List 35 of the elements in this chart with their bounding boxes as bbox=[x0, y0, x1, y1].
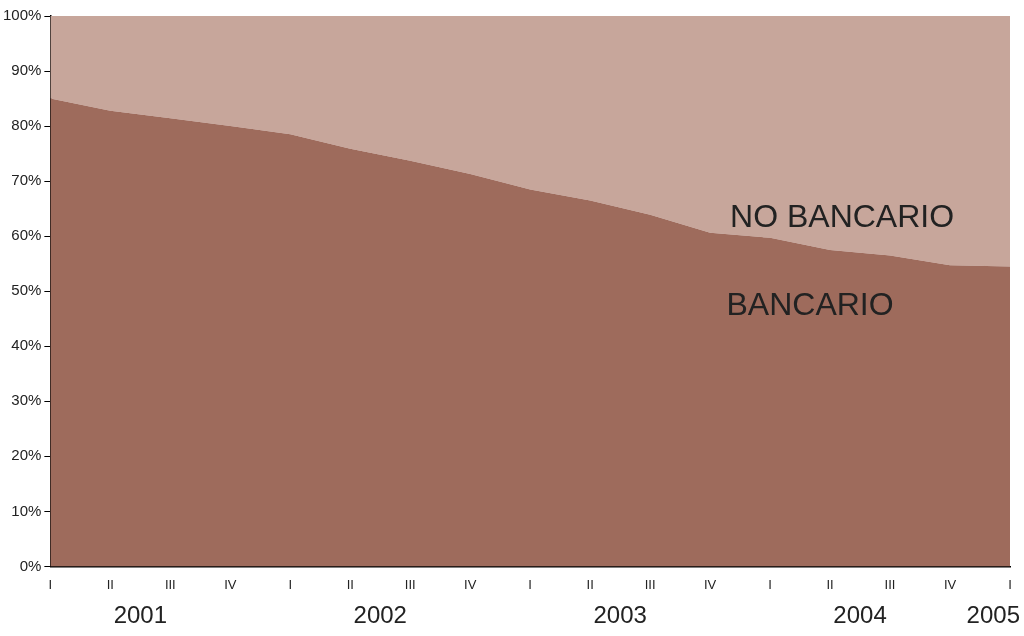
x-tick-label: III bbox=[164, 576, 176, 592]
x-tick-label: III bbox=[404, 576, 416, 592]
x-tick-label: II bbox=[586, 576, 594, 592]
y-tick-label: 20% bbox=[11, 446, 42, 464]
x-tick-label: II bbox=[826, 576, 834, 592]
y-tick-label: 50% bbox=[11, 281, 42, 299]
x-tick-label: II bbox=[346, 576, 354, 592]
x-tick-label: IV bbox=[224, 576, 237, 592]
y-tick-label: 70% bbox=[11, 171, 42, 189]
x-tick-label: III bbox=[644, 576, 656, 592]
x-tick-label: IV bbox=[703, 576, 717, 592]
series-label: NO BANCARIO bbox=[730, 197, 955, 234]
series-label: BANCARIO bbox=[726, 285, 894, 322]
x-tick-label: III bbox=[884, 576, 896, 592]
x-tick-label: IV bbox=[464, 576, 477, 592]
y-tick-label: 0% bbox=[19, 556, 42, 574]
text: 2004 bbox=[833, 600, 887, 628]
x-tick-label: II bbox=[106, 576, 114, 592]
x-tick-label: I bbox=[288, 576, 293, 592]
y-tick-label: 80% bbox=[11, 116, 42, 134]
y-tick-label: 90% bbox=[11, 61, 42, 79]
y-tick-label: 60% bbox=[11, 226, 42, 244]
text: 2003 bbox=[593, 600, 647, 628]
text: 2002 bbox=[353, 600, 407, 628]
y-tick-label: 30% bbox=[11, 391, 42, 409]
x-tick-label: I bbox=[768, 576, 772, 592]
x-tick-label: I bbox=[1008, 576, 1012, 592]
x-tick-label: IV bbox=[943, 576, 957, 592]
x-tick-label: I bbox=[48, 576, 53, 592]
y-tick-label: 40% bbox=[11, 336, 42, 354]
x-tick-label: I bbox=[528, 576, 532, 592]
y-tick-label: 10% bbox=[11, 501, 42, 519]
text: 2001 bbox=[113, 600, 168, 628]
y-tick-label: 100% bbox=[2, 6, 42, 24]
text: 2005 bbox=[966, 600, 1020, 628]
